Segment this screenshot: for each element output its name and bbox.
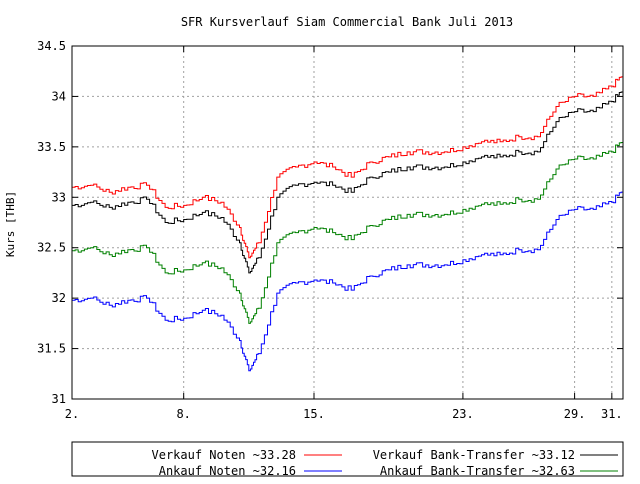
y-tick-label: 33.5 bbox=[37, 140, 66, 154]
grid bbox=[72, 46, 623, 399]
legend-label: Verkauf Bank-Transfer ~33.12 bbox=[373, 448, 575, 462]
y-tick-label: 33 bbox=[52, 190, 66, 204]
legend-label: Ankauf Noten ~32.16 bbox=[159, 464, 296, 478]
y-tick-label: 32.5 bbox=[37, 241, 66, 255]
legend-box bbox=[71, 441, 624, 477]
series-line bbox=[72, 74, 624, 259]
y-tick-label: 31.5 bbox=[37, 342, 66, 356]
plot-frame bbox=[71, 45, 624, 400]
legend-label: Ankauf Bank-Transfer ~32.63 bbox=[380, 464, 575, 478]
y-tick-label: 32 bbox=[52, 291, 66, 305]
x-tick-label: 8. bbox=[176, 407, 190, 421]
y-tick-label: 34.5 bbox=[37, 39, 66, 53]
x-tick-label: 2. bbox=[65, 407, 79, 421]
x-tick-label: 23. bbox=[452, 407, 474, 421]
series-lines bbox=[72, 74, 624, 372]
x-tick-label: 31. bbox=[601, 407, 623, 421]
chart-title: SFR Kursverlauf Siam Commercial Bank Jul… bbox=[181, 15, 513, 29]
series-line bbox=[72, 139, 624, 324]
legend: Verkauf Noten ~33.28 Verkauf Bank-Transfe… bbox=[71, 441, 624, 478]
y-tick-label: 31 bbox=[52, 392, 66, 406]
x-tick-label: 15. bbox=[303, 407, 325, 421]
x-tick-label: 29. bbox=[564, 407, 586, 421]
y-tick-label: 34 bbox=[52, 89, 66, 103]
ticks: 31 31.5 32 32.5 33 33.5 34 34.5 2. 8. 15. 23. 29. 31. bbox=[37, 39, 623, 421]
series-line bbox=[72, 189, 624, 372]
series-line bbox=[72, 89, 624, 274]
legend-label: Verkauf Noten ~33.28 bbox=[152, 448, 297, 462]
y-axis-label: Kurs [THB] bbox=[4, 191, 17, 257]
